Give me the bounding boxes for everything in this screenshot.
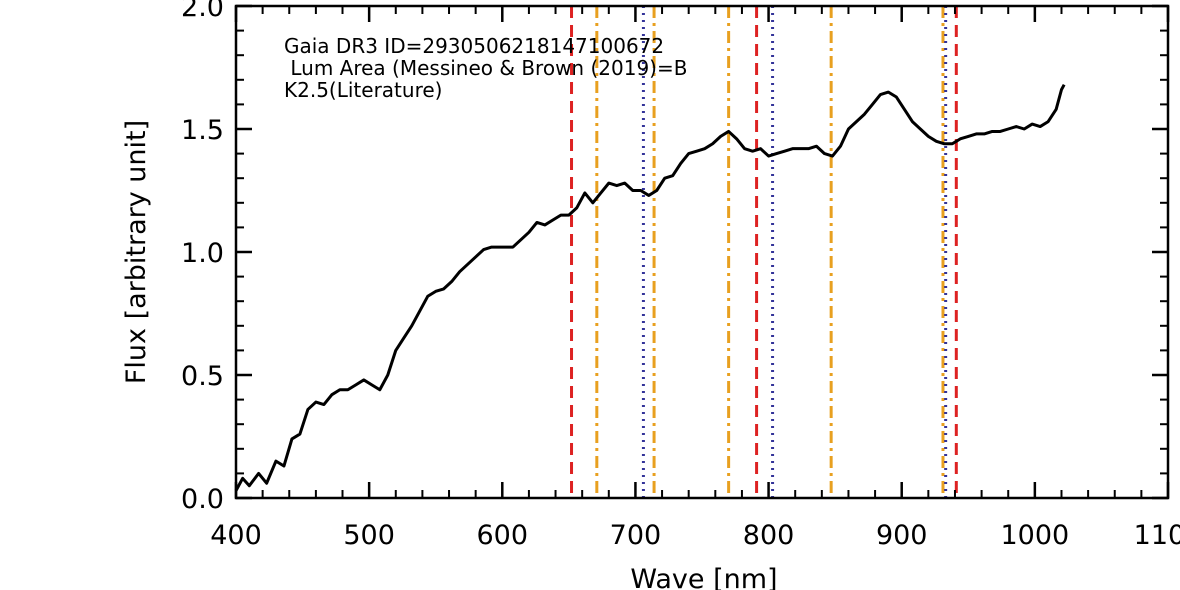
y-tick-label: 2.0 xyxy=(181,0,224,23)
x-tick-label: 400 xyxy=(210,520,262,551)
x-tick-label: 800 xyxy=(743,520,795,551)
annotation: Lum Area (Messineo & Brown (2019)=B xyxy=(284,56,687,80)
y-tick-label: 1.0 xyxy=(181,238,224,269)
x-tick-label: 500 xyxy=(343,520,395,551)
x-tick-label: 600 xyxy=(477,520,529,551)
y-axis-label: Flux [arbitrary unit] xyxy=(121,120,152,384)
annotation: K2.5(Literature) xyxy=(284,78,442,102)
x-tick-label: 900 xyxy=(876,520,928,551)
annotation: Gaia DR3 ID=2930506218147100672 xyxy=(284,34,664,58)
x-axis-label: Wave [nm] xyxy=(630,564,777,590)
y-tick-label: 0.0 xyxy=(181,484,224,515)
x-tick-label: 1000 xyxy=(1000,520,1069,551)
spectrum-line xyxy=(234,84,1066,492)
y-tick-label: 1.5 xyxy=(181,115,224,146)
x-tick-label: 700 xyxy=(610,520,662,551)
y-tick-label: 0.5 xyxy=(181,361,224,392)
